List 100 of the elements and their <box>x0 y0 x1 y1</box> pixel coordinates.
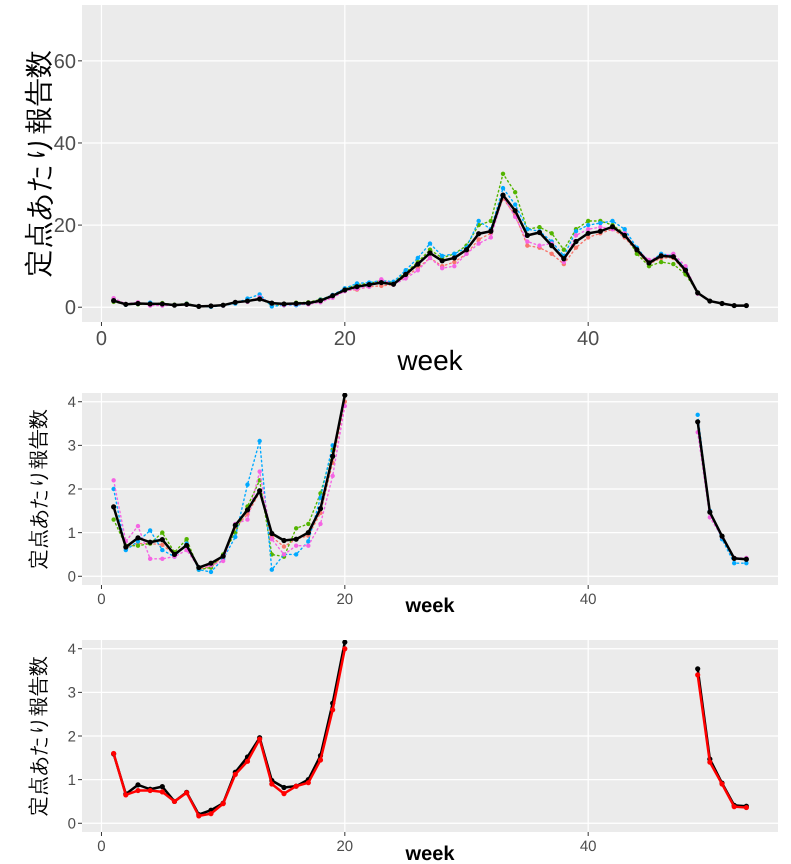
point <box>440 258 445 264</box>
point <box>160 556 165 562</box>
point <box>378 280 384 286</box>
point <box>184 536 189 542</box>
point <box>524 232 530 238</box>
point <box>281 538 287 544</box>
point <box>598 224 603 230</box>
point <box>707 760 712 765</box>
point <box>160 537 165 542</box>
y-tick-label: 20 <box>54 215 76 238</box>
point <box>318 506 324 512</box>
y-tick-label: 0 <box>68 816 76 833</box>
point <box>586 230 591 236</box>
point <box>707 298 712 304</box>
point <box>294 526 298 530</box>
point <box>586 227 590 232</box>
point <box>586 218 590 224</box>
point <box>306 780 311 786</box>
x-tick-label: 20 <box>336 838 354 855</box>
point <box>282 544 286 549</box>
point <box>281 784 287 790</box>
point <box>586 222 590 228</box>
x-tick-label: 20 <box>334 328 356 350</box>
point <box>208 560 214 566</box>
point <box>549 252 554 256</box>
point <box>695 672 700 678</box>
point <box>160 548 165 552</box>
point <box>354 284 360 290</box>
point <box>574 233 578 238</box>
y-tick-label: 40 <box>54 132 76 155</box>
point <box>244 507 250 513</box>
y-tick-label: 3 <box>68 684 76 702</box>
point <box>245 517 250 522</box>
point <box>719 300 725 306</box>
point <box>160 784 165 790</box>
x-tick-label: 0 <box>96 328 108 350</box>
point <box>135 782 141 788</box>
point <box>135 788 141 794</box>
point <box>682 268 688 273</box>
y-tick-label: 4 <box>68 394 76 411</box>
y-tick-label: 3 <box>68 438 76 455</box>
point <box>415 262 420 267</box>
y-tick-label: 60 <box>54 50 76 73</box>
point <box>671 262 676 266</box>
x-tick-label: 0 <box>97 838 106 855</box>
point <box>744 302 749 308</box>
point <box>294 544 298 548</box>
point <box>330 474 335 478</box>
point <box>160 542 165 548</box>
point <box>488 235 494 240</box>
point <box>476 218 481 224</box>
y-tick-label: 0 <box>68 568 76 586</box>
point <box>306 544 311 548</box>
point <box>306 522 311 526</box>
x-tick-label: 40 <box>580 590 597 608</box>
y-tick-label: 1 <box>68 772 76 789</box>
point <box>610 218 615 224</box>
point <box>562 248 566 252</box>
y-tick-label: 1 <box>68 524 76 542</box>
point <box>525 239 530 244</box>
point <box>160 789 165 794</box>
point <box>294 552 298 557</box>
point <box>245 482 250 487</box>
point <box>452 264 457 268</box>
point <box>452 255 457 261</box>
point <box>148 528 152 533</box>
point <box>208 811 214 816</box>
point <box>586 235 590 240</box>
point <box>732 560 736 566</box>
point <box>330 454 336 459</box>
point <box>257 438 262 444</box>
point <box>281 791 287 796</box>
point <box>318 522 323 526</box>
x-axis-title: week <box>404 843 456 864</box>
point <box>233 534 238 540</box>
point <box>270 568 274 572</box>
y-tick-label: 4 <box>68 640 76 658</box>
x-tick-label: 20 <box>336 590 354 608</box>
point <box>135 535 141 540</box>
point <box>342 393 348 398</box>
point <box>695 412 700 418</box>
x-tick-label: 0 <box>97 590 106 608</box>
point <box>500 172 506 176</box>
point <box>111 478 116 482</box>
point <box>111 517 116 522</box>
point <box>695 666 700 672</box>
point <box>257 469 262 474</box>
point <box>573 238 579 244</box>
point <box>488 228 494 234</box>
point <box>428 241 432 246</box>
point <box>500 186 506 190</box>
point <box>136 524 140 528</box>
point <box>269 781 274 787</box>
point <box>476 237 481 242</box>
y-axis-title: 定点あたり報告数 <box>28 656 50 816</box>
point <box>269 530 274 536</box>
point <box>427 250 433 256</box>
x-axis-title: week <box>396 345 464 376</box>
point <box>549 243 554 248</box>
point <box>306 539 311 544</box>
